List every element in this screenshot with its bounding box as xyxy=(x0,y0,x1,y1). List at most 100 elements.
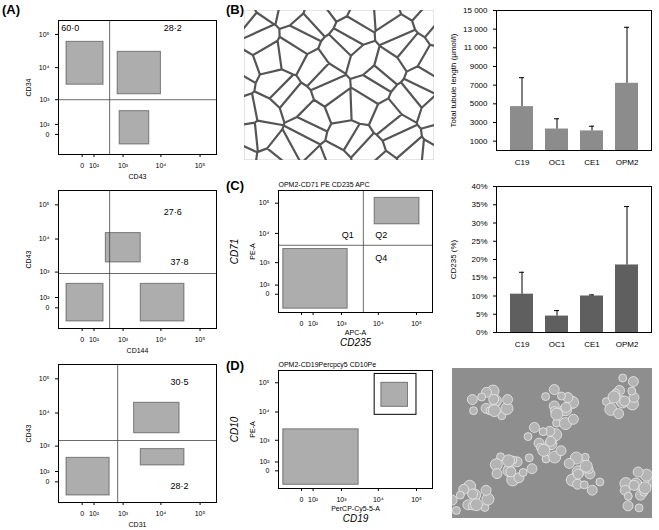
svg-text:5000: 5000 xyxy=(470,99,488,108)
svg-text:CD235 (%): CD235 (%) xyxy=(449,239,458,279)
svg-text:10⁴: 10⁴ xyxy=(39,409,50,416)
svg-text:60·0: 60·0 xyxy=(61,23,79,33)
svg-text:0: 0 xyxy=(80,162,84,169)
svg-text:CD31: CD31 xyxy=(129,521,147,528)
svg-text:CD144: CD144 xyxy=(127,347,149,354)
svg-text:0: 0 xyxy=(80,336,84,343)
svg-text:Q2: Q2 xyxy=(375,230,387,240)
svg-text:0: 0 xyxy=(80,510,84,517)
svg-text:35%: 35% xyxy=(471,200,487,209)
svg-text:CE1: CE1 xyxy=(584,340,600,349)
svg-text:10³: 10³ xyxy=(336,320,347,327)
svg-text:0%: 0% xyxy=(476,328,488,337)
svg-text:CD235: CD235 xyxy=(340,337,372,348)
svg-text:30·5: 30·5 xyxy=(171,377,189,387)
svg-text:Q4: Q4 xyxy=(375,253,387,263)
svg-text:15%: 15% xyxy=(471,273,487,282)
svg-text:20%: 20% xyxy=(471,255,487,264)
svg-text:10²: 10² xyxy=(39,294,50,301)
svg-text:OPM2: OPM2 xyxy=(616,340,639,349)
svg-text:10⁴: 10⁴ xyxy=(373,320,384,327)
svg-text:0: 0 xyxy=(46,131,50,138)
svg-text:CE1: CE1 xyxy=(584,158,600,167)
svg-text:10⁴: 10⁴ xyxy=(39,64,50,71)
svg-text:10⁴: 10⁴ xyxy=(156,510,167,517)
svg-text:0: 0 xyxy=(300,320,304,327)
svg-text:Total tubule length (μmol/l): Total tubule length (μmol/l) xyxy=(449,33,458,127)
svg-text:10⁴: 10⁴ xyxy=(156,336,167,343)
svg-text:10³: 10³ xyxy=(39,96,50,103)
svg-text:10³: 10³ xyxy=(39,268,50,275)
svg-text:CD43: CD43 xyxy=(129,173,147,180)
svg-text:5%: 5% xyxy=(476,310,488,319)
svg-text:APC-A: APC-A xyxy=(345,329,367,336)
svg-text:10⁵: 10⁵ xyxy=(195,510,206,517)
svg-text:OC1: OC1 xyxy=(549,158,566,167)
svg-text:OPM2-CD19Percpcy5 CD10Pe: OPM2-CD19Percpcy5 CD10Pe xyxy=(279,361,377,369)
svg-text:10⁵: 10⁵ xyxy=(195,162,206,169)
svg-text:10²: 10² xyxy=(89,336,100,343)
svg-text:28·2: 28·2 xyxy=(164,23,182,33)
svg-text:10³: 10³ xyxy=(118,510,129,517)
svg-text:10²: 10² xyxy=(39,468,50,475)
svg-text:10⁴: 10⁴ xyxy=(259,408,270,415)
svg-text:CD19: CD19 xyxy=(343,513,369,524)
svg-text:Q1: Q1 xyxy=(342,230,354,240)
svg-text:10⁵: 10⁵ xyxy=(39,31,50,38)
svg-text:OC1: OC1 xyxy=(549,340,566,349)
svg-text:11 000: 11 000 xyxy=(464,43,488,52)
svg-text:10⁴: 10⁴ xyxy=(39,235,50,242)
svg-text:CD43: CD43 xyxy=(25,250,32,268)
svg-text:10⁵: 10⁵ xyxy=(259,379,270,386)
svg-text:9000: 9000 xyxy=(470,62,488,71)
svg-text:15 000: 15 000 xyxy=(463,6,488,15)
svg-text:27·6: 27·6 xyxy=(164,207,182,217)
svg-text:37·8: 37·8 xyxy=(171,257,189,267)
svg-text:7000: 7000 xyxy=(470,81,488,90)
svg-text:10⁵: 10⁵ xyxy=(195,336,206,343)
svg-text:10³: 10³ xyxy=(118,336,129,343)
svg-text:10⁵: 10⁵ xyxy=(411,496,422,503)
svg-text:OPM2: OPM2 xyxy=(616,158,639,167)
svg-text:CD71: CD71 xyxy=(229,239,240,265)
svg-text:CD10: CD10 xyxy=(229,416,240,442)
svg-text:10³: 10³ xyxy=(259,437,270,444)
svg-text:PerCP-Cy5-5-A: PerCP-Cy5-5-A xyxy=(331,505,380,513)
svg-text:10²: 10² xyxy=(39,121,50,128)
svg-text:CD43: CD43 xyxy=(25,424,32,442)
svg-text:10%: 10% xyxy=(471,292,487,301)
svg-text:10³: 10³ xyxy=(259,259,270,266)
svg-text:3000: 3000 xyxy=(470,118,488,127)
svg-text:10³: 10³ xyxy=(39,442,50,449)
svg-text:10⁵: 10⁵ xyxy=(259,199,270,206)
svg-text:10⁵: 10⁵ xyxy=(411,320,422,327)
svg-text:1000: 1000 xyxy=(470,137,488,146)
svg-text:10²: 10² xyxy=(308,496,319,503)
svg-text:0: 0 xyxy=(266,467,270,474)
svg-text:PE-A: PE-A xyxy=(249,421,256,438)
svg-text:OPM2-CD71 PE CD235 APC: OPM2-CD71 PE CD235 APC xyxy=(279,181,370,188)
svg-text:10⁴: 10⁴ xyxy=(259,230,270,237)
svg-text:C19: C19 xyxy=(515,158,530,167)
svg-text:10⁴: 10⁴ xyxy=(156,162,167,169)
svg-text:30%: 30% xyxy=(471,219,487,228)
svg-text:PE-A: PE-A xyxy=(249,243,256,260)
svg-text:10³: 10³ xyxy=(336,496,347,503)
svg-text:C19: C19 xyxy=(515,340,530,349)
svg-text:10⁵: 10⁵ xyxy=(39,375,50,382)
svg-text:10²: 10² xyxy=(308,320,319,327)
svg-text:25%: 25% xyxy=(471,237,487,246)
svg-text:0: 0 xyxy=(300,496,304,503)
svg-text:13 000: 13 000 xyxy=(463,25,488,34)
svg-text:10²: 10² xyxy=(259,458,270,465)
svg-text:40%: 40% xyxy=(471,182,487,191)
svg-text:10³: 10³ xyxy=(118,162,129,169)
svg-text:10²: 10² xyxy=(89,162,100,169)
svg-text:0: 0 xyxy=(46,304,50,311)
svg-text:0: 0 xyxy=(46,478,50,485)
svg-text:10²: 10² xyxy=(89,510,100,517)
svg-text:10⁴: 10⁴ xyxy=(373,496,384,503)
svg-text:10²: 10² xyxy=(259,281,270,288)
svg-text:CD34: CD34 xyxy=(25,78,32,96)
svg-text:0: 0 xyxy=(266,290,270,297)
